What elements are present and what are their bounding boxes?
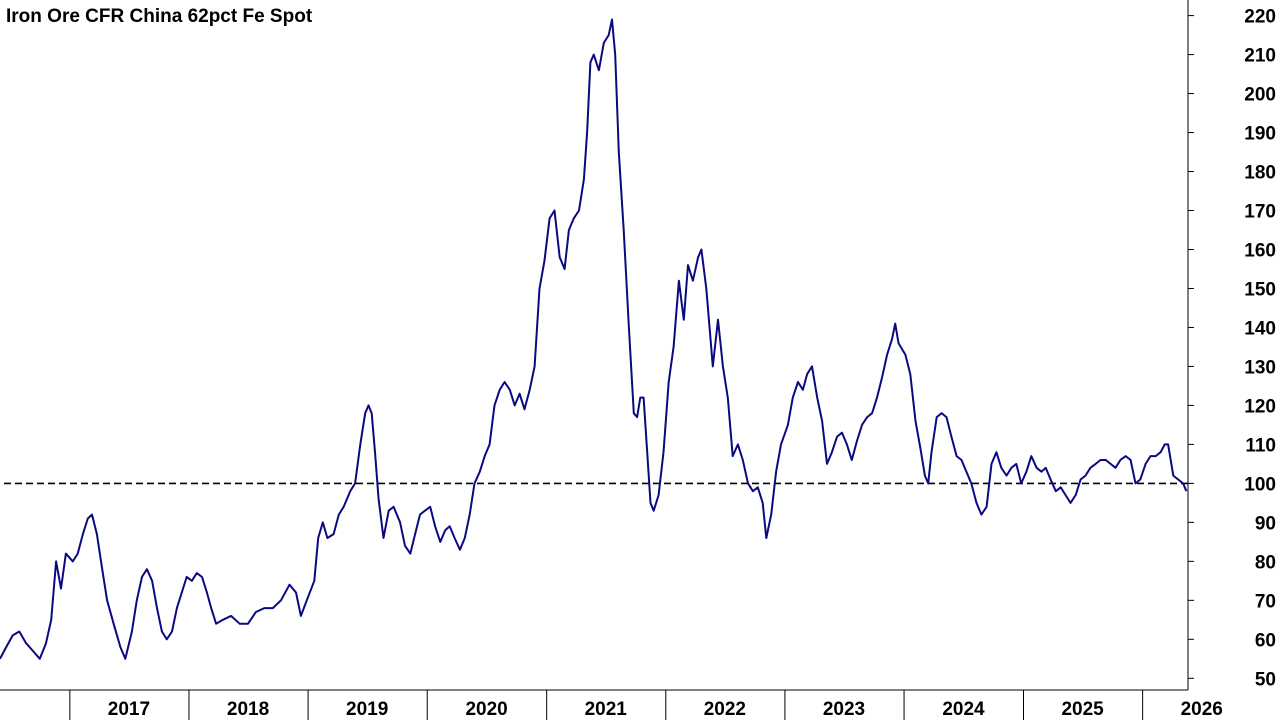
y-tick-label-50: 50 xyxy=(1255,669,1276,690)
chart-title: Iron Ore CFR China 62pct Fe Spot xyxy=(6,6,313,27)
y-tick-label-60: 60 xyxy=(1255,630,1276,651)
x-tick-label-2018: 2018 xyxy=(227,699,269,720)
y-tick-label-200: 200 xyxy=(1244,85,1276,106)
y-tick-label-110: 110 xyxy=(1245,435,1276,456)
series-line-iron-ore-price xyxy=(0,18,1188,660)
x-tick-label-2024: 2024 xyxy=(942,699,985,720)
x-tick-label-2025: 2025 xyxy=(1061,699,1104,720)
y-tick-label-180: 180 xyxy=(1244,163,1276,184)
y-tick-label-130: 130 xyxy=(1244,357,1276,378)
y-tick-label-90: 90 xyxy=(1255,513,1276,534)
y-tick-label-100: 100 xyxy=(1244,474,1276,495)
y-tick-label-160: 160 xyxy=(1244,240,1276,261)
x-axis-ticks: 2017 2018 2019 2020 2021 2022 2023 2024 2025 2026 xyxy=(69,690,1223,720)
y-tick-label-140: 140 xyxy=(1244,318,1276,339)
x-tick-label-2019: 2019 xyxy=(346,699,388,720)
y-tick-label-120: 120 xyxy=(1244,396,1276,417)
y-tick-label-150: 150 xyxy=(1244,279,1276,300)
x-tick-label-2022: 2022 xyxy=(704,699,746,720)
x-tick-label-2020: 2020 xyxy=(465,699,507,720)
x-tick-label-2026: 2026 xyxy=(1181,699,1223,720)
y-tick-label-220: 220 xyxy=(1244,7,1276,28)
y-tick-label-70: 70 xyxy=(1255,591,1276,612)
y-tick-label-210: 210 xyxy=(1244,46,1276,67)
x-tick-label-2017: 2017 xyxy=(108,699,150,720)
y-tick-label-80: 80 xyxy=(1255,552,1276,573)
y-tick-label-170: 170 xyxy=(1244,202,1276,223)
x-tick-label-2021: 2021 xyxy=(585,699,628,720)
y-tick-label-190: 190 xyxy=(1244,124,1276,145)
y-axis-ticks: 50 60 70 80 90 100 110 120 130 140 150 160 170 180 190… xyxy=(1188,7,1276,690)
x-tick-label-2023: 2023 xyxy=(823,699,865,720)
